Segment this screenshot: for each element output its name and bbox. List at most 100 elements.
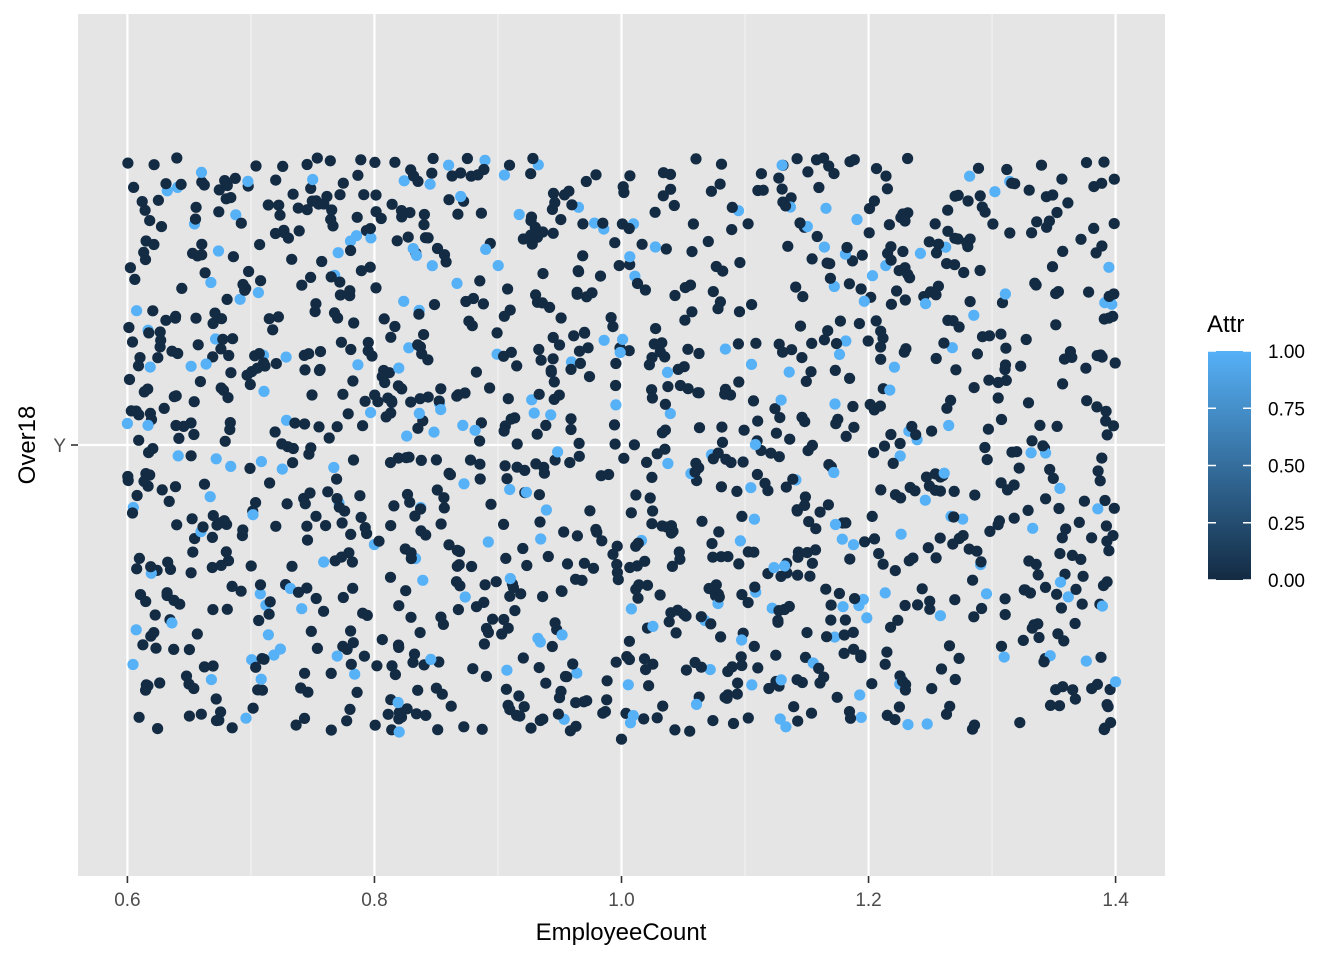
data-points xyxy=(121,152,1122,745)
data-point xyxy=(934,532,946,544)
x-axis: 0.6 0.8 1.0 1.2 1.4 xyxy=(114,876,1129,911)
data-point xyxy=(122,157,134,169)
data-point xyxy=(347,582,359,594)
data-point xyxy=(858,295,870,307)
data-point xyxy=(887,457,899,469)
data-point xyxy=(391,235,403,247)
data-point xyxy=(875,353,887,365)
data-point xyxy=(610,399,622,411)
data-point xyxy=(1070,583,1082,596)
data-point xyxy=(784,433,796,445)
data-point xyxy=(365,232,377,244)
data-point xyxy=(848,643,860,655)
data-point xyxy=(623,345,635,357)
data-point xyxy=(393,641,405,654)
data-point xyxy=(818,241,831,253)
data-point xyxy=(885,254,897,266)
data-point xyxy=(780,200,792,212)
data-point xyxy=(247,702,259,714)
data-point xyxy=(345,343,357,356)
data-point xyxy=(631,560,643,572)
data-point xyxy=(392,696,404,709)
data-point xyxy=(943,640,956,652)
data-point xyxy=(804,570,816,582)
data-point xyxy=(707,286,719,298)
data-point xyxy=(790,281,802,293)
data-point xyxy=(844,712,857,724)
data-point xyxy=(352,169,364,181)
data-point xyxy=(418,329,430,341)
data-point xyxy=(534,516,546,528)
data-point xyxy=(775,570,787,583)
data-point xyxy=(435,518,447,530)
data-point xyxy=(1088,222,1100,234)
data-point xyxy=(507,582,519,594)
data-point xyxy=(897,245,909,258)
data-point xyxy=(136,196,148,208)
data-point xyxy=(152,194,164,206)
data-point xyxy=(1057,378,1069,390)
data-point xyxy=(435,383,447,395)
data-point xyxy=(1014,717,1026,729)
data-point xyxy=(594,270,607,282)
data-point xyxy=(1004,227,1016,239)
data-point xyxy=(535,533,547,545)
data-point xyxy=(549,617,561,629)
data-point xyxy=(614,346,626,359)
data-point xyxy=(733,376,745,388)
data-point xyxy=(395,205,408,217)
data-point xyxy=(1067,684,1079,696)
data-point xyxy=(386,660,398,672)
data-point xyxy=(131,305,143,317)
data-point xyxy=(995,477,1007,489)
data-point xyxy=(806,253,818,265)
data-point xyxy=(930,552,942,564)
data-point xyxy=(733,306,746,318)
data-point xyxy=(848,421,860,433)
data-point xyxy=(682,383,694,395)
data-point xyxy=(948,511,960,523)
data-point xyxy=(295,682,307,694)
data-point xyxy=(240,712,252,724)
data-point xyxy=(301,520,313,532)
data-point xyxy=(470,601,483,613)
data-point xyxy=(573,450,585,462)
data-point xyxy=(509,605,521,617)
data-point xyxy=(234,293,246,305)
data-point xyxy=(420,709,432,722)
data-point xyxy=(617,333,629,345)
data-point xyxy=(435,404,447,416)
data-point xyxy=(175,178,187,190)
data-point xyxy=(540,677,552,689)
data-point xyxy=(1058,353,1071,365)
data-point xyxy=(552,446,564,458)
data-point xyxy=(1099,722,1111,734)
data-point xyxy=(624,251,636,263)
data-point xyxy=(169,481,182,493)
data-point xyxy=(345,244,357,257)
data-point xyxy=(123,321,135,334)
data-point xyxy=(334,289,346,301)
data-point xyxy=(166,617,178,629)
data-point xyxy=(654,589,666,601)
data-point xyxy=(263,608,275,620)
data-point xyxy=(746,679,758,691)
data-point xyxy=(825,599,837,611)
data-point xyxy=(1101,429,1113,441)
data-point xyxy=(1020,333,1032,346)
data-point xyxy=(836,533,848,545)
data-point xyxy=(899,599,911,612)
data-point xyxy=(772,614,784,627)
data-point xyxy=(703,582,715,595)
data-point xyxy=(840,335,852,347)
data-point xyxy=(379,376,391,389)
data-point xyxy=(895,492,907,504)
data-point xyxy=(669,724,681,736)
data-point xyxy=(183,710,195,722)
data-point xyxy=(563,185,575,197)
data-point xyxy=(982,423,995,435)
data-point xyxy=(980,588,993,600)
data-point xyxy=(999,609,1011,621)
data-point xyxy=(509,412,521,424)
data-point xyxy=(828,168,840,180)
